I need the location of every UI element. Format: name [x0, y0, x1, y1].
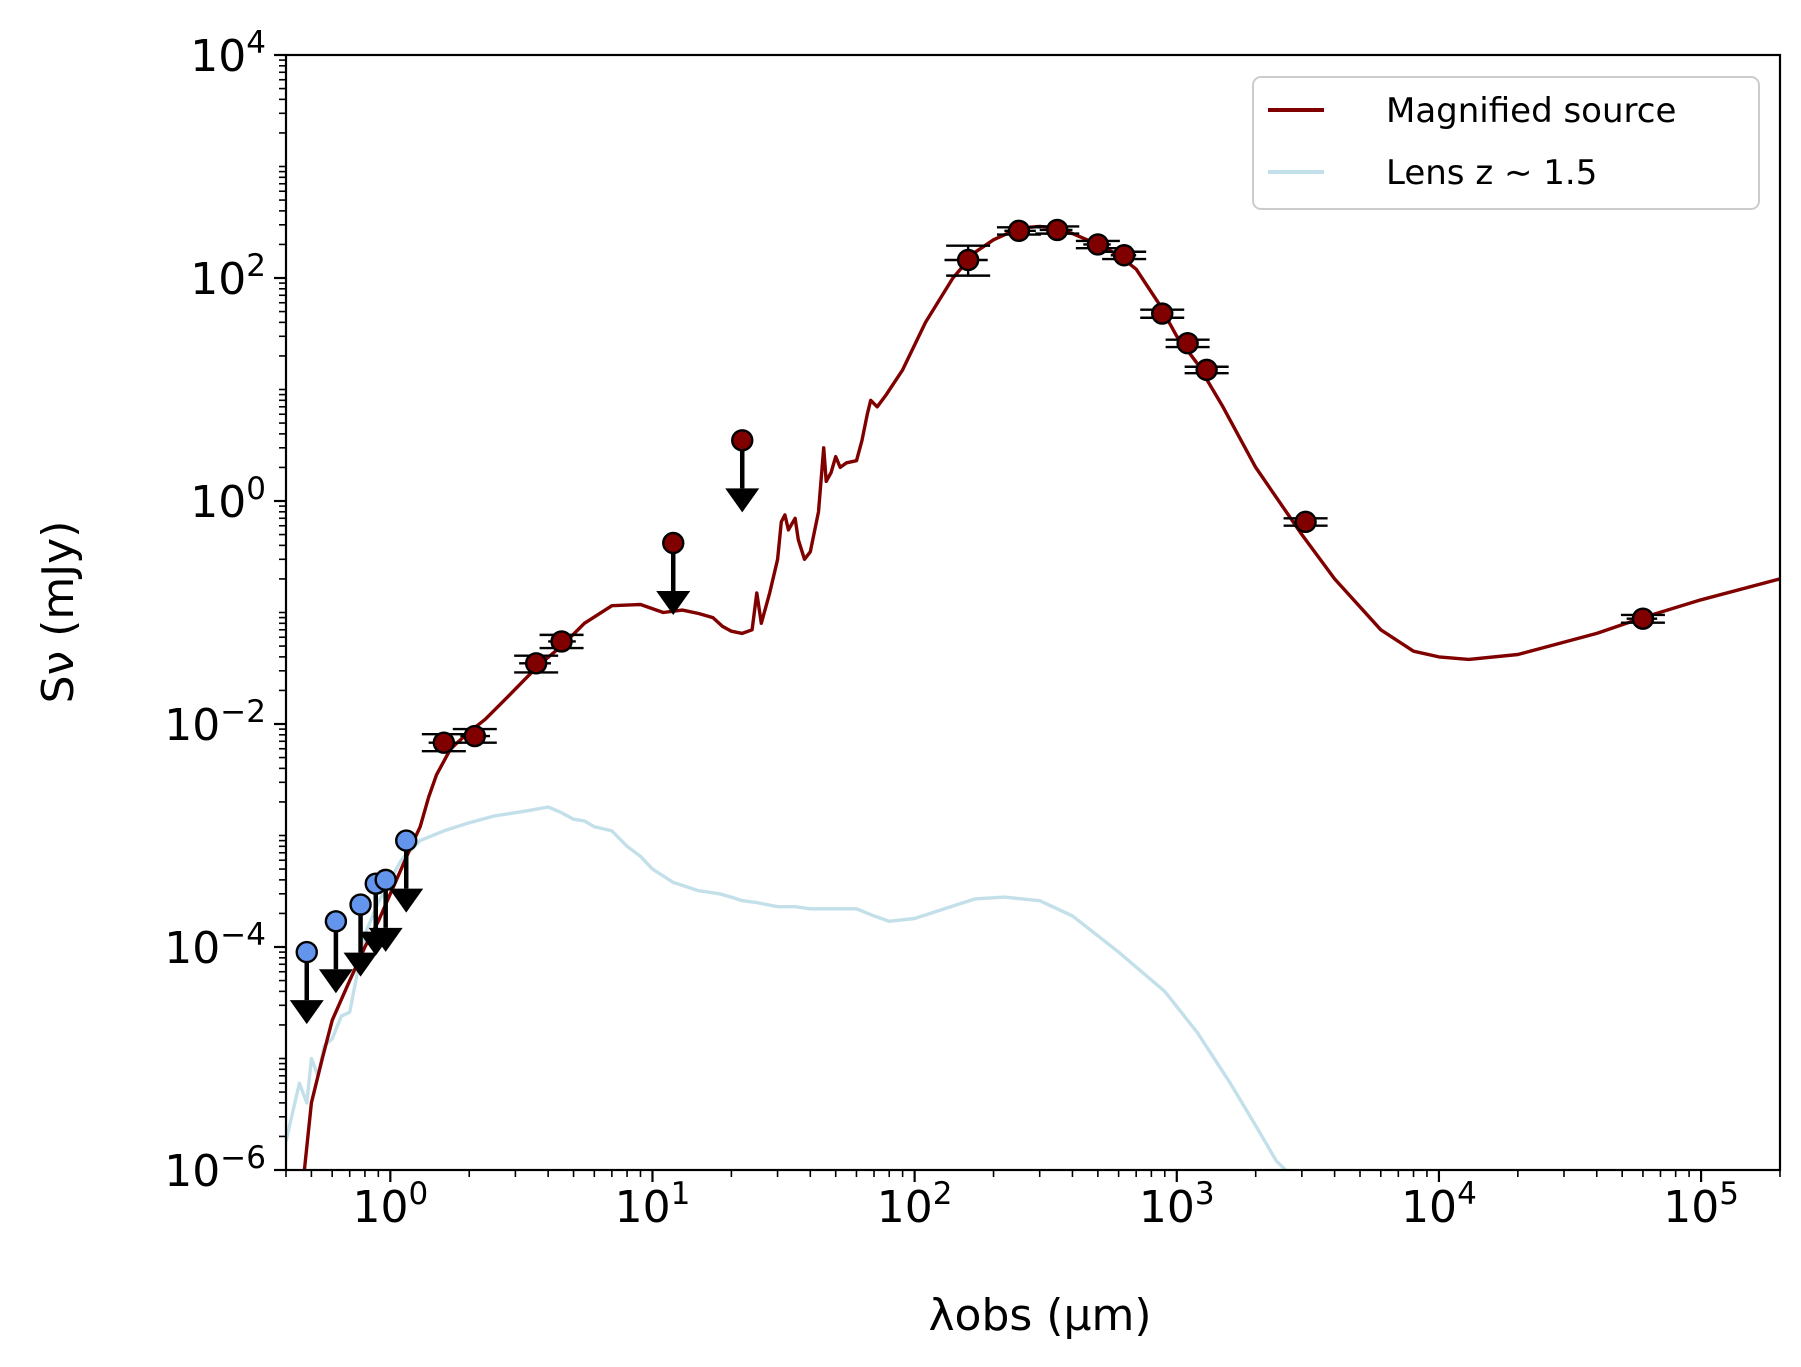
detection-point-13: [1620, 607, 1665, 630]
detection-marker: [1112, 244, 1136, 267]
detection-marker: [1046, 218, 1069, 242]
lens-upper-limit-arrowhead: [389, 888, 424, 913]
x-tick-label: 100: [352, 1176, 428, 1233]
detection-marker: [524, 652, 548, 675]
lens-upper-limit-5: [389, 829, 424, 913]
detection-point-10: [1165, 332, 1210, 355]
detection-point-7: [1075, 233, 1120, 256]
lens-upper-limit-arrowhead: [368, 927, 403, 952]
y-tick-label: 10−6: [164, 1140, 266, 1197]
source-upper-limit-1: [725, 429, 760, 513]
lens-upper-limit-marker: [295, 940, 318, 964]
detection-point-5: [996, 219, 1041, 243]
lens-upper-limit-marker: [395, 829, 418, 852]
x-tick-label: 105: [1663, 1176, 1739, 1233]
x-tick-label: 104: [1401, 1176, 1477, 1233]
detection-marker: [1007, 219, 1031, 243]
source-upper-limit-0: [656, 531, 691, 616]
detection-point-0: [421, 731, 466, 754]
legend: Magnified source Lens z ∼ 1.5: [1252, 76, 1760, 210]
y-tick-label: 100: [190, 471, 266, 528]
detection-point-9: [1140, 302, 1185, 325]
detection-marker: [1294, 510, 1317, 534]
source-upper-limit-arrowhead: [656, 591, 691, 616]
y-tick-label: 104: [190, 25, 266, 82]
y-tick-label: 10−4: [164, 917, 266, 974]
detection-point-3: [539, 630, 584, 653]
detection-marker: [1195, 358, 1218, 382]
detection-marker: [550, 630, 573, 653]
lens-upper-limit-arrowhead: [318, 969, 353, 994]
source-upper-limit-marker: [662, 531, 685, 555]
lens-upper-limit-arrowhead: [343, 952, 378, 977]
detection-point-8: [1102, 244, 1147, 267]
detection-marker: [1151, 302, 1174, 325]
markers-layer: [289, 218, 1665, 1025]
x-tick-label: 102: [877, 1176, 953, 1233]
legend-label-lens: Lens z ∼ 1.5: [1386, 153, 1597, 193]
detection-point-12: [1283, 510, 1328, 534]
x-axis-label: λobs (μm): [929, 1290, 1152, 1341]
ticks-layer: 100 101 102 103 104 105 10−6 10−4 10−2 100 102 104: [164, 25, 1781, 1233]
source-upper-limit-arrowhead: [725, 488, 760, 513]
y-axis-label: Sν (mJy): [33, 521, 84, 704]
legend-box: [1252, 76, 1760, 210]
lens-upper-limit-0: [289, 940, 324, 1025]
y-tick-label: 102: [190, 248, 266, 305]
x-axis-label-text: λobs (μm): [929, 1290, 1152, 1341]
x-tick-label: 101: [615, 1176, 691, 1233]
detection-marker: [956, 248, 980, 272]
legend-label-magnified-source: Magnified source: [1386, 91, 1676, 131]
lens-upper-limit-marker: [349, 893, 372, 916]
detection-point-1: [452, 724, 497, 748]
detection-marker: [1631, 607, 1655, 630]
x-tick-label: 103: [1139, 1176, 1215, 1233]
series-line-lens: [286, 805, 1287, 1170]
detection-marker: [432, 731, 456, 754]
lens-upper-limit-2: [343, 893, 378, 977]
detection-point-6: [1035, 218, 1080, 242]
y-axis-label-text: Sν (mJy): [33, 521, 84, 704]
detection-marker: [1176, 332, 1199, 355]
source-upper-limit-marker: [731, 429, 754, 452]
lens-upper-limit-4: [368, 868, 403, 952]
lens-upper-limit-1: [318, 910, 353, 994]
y-tick-label: 10−2: [164, 694, 266, 751]
lens-upper-limit-arrowhead: [289, 1000, 324, 1025]
detection-marker: [1086, 233, 1110, 256]
detection-point-2: [514, 652, 559, 675]
lens-upper-limit-marker: [374, 868, 397, 892]
detection-marker: [463, 724, 486, 748]
detection-point-4: [944, 244, 991, 277]
detection-point-11: [1184, 358, 1229, 382]
lens-upper-limit-marker: [324, 910, 348, 933]
